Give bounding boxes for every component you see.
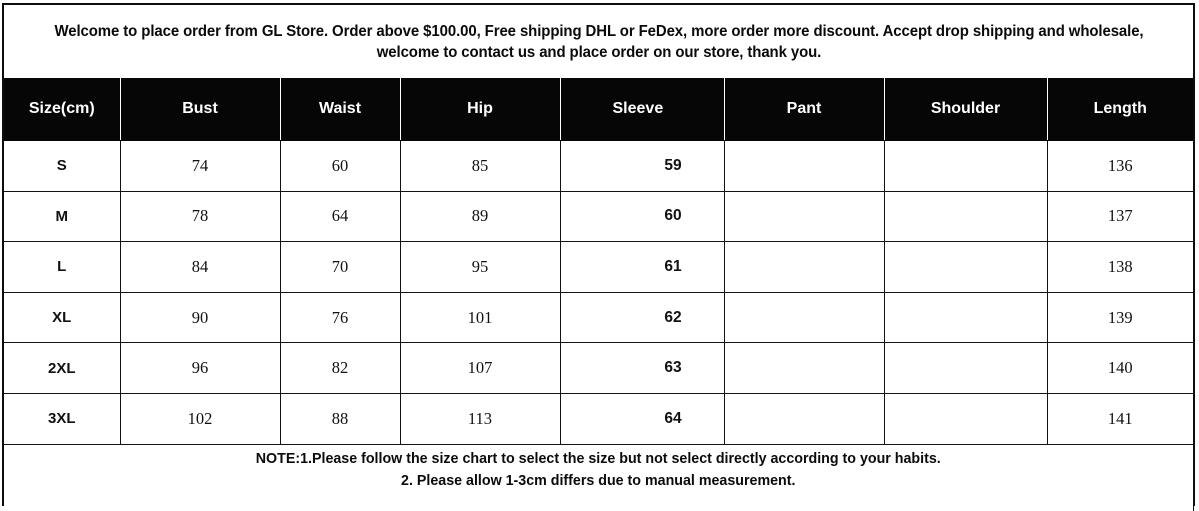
column-header-sleeve: Sleeve (560, 78, 725, 141)
cell-length: 140 (1047, 342, 1193, 394)
cell-shoulder (884, 140, 1048, 192)
cell-pant (724, 140, 885, 192)
cell-size: M (4, 191, 121, 243)
column-header-length: Length (1047, 78, 1193, 141)
cell-waist: 82 (280, 342, 401, 394)
cell-waist: 70 (280, 241, 401, 293)
note-line-2: 2. Please allow 1-3cm differs due to man… (401, 471, 796, 489)
column-header-waist: Waist (280, 78, 401, 141)
cell-size: L (4, 241, 121, 293)
cell-sleeve: 62 (560, 292, 725, 344)
cell-waist: 88 (280, 393, 401, 445)
cell-hip: 89 (400, 191, 561, 243)
cell-waist: 64 (280, 191, 401, 243)
cell-pant (724, 292, 885, 344)
column-header-shoulder: Shoulder (884, 78, 1048, 141)
cell-shoulder (884, 191, 1048, 243)
column-header-pant: Pant (724, 78, 885, 141)
cell-pant (724, 241, 885, 293)
promo-banner: Welcome to place order from GL Store. Or… (4, 5, 1193, 78)
cell-size: XL (4, 292, 121, 344)
cell-size: 2XL (4, 342, 121, 394)
table-row: L 84 70 95 61 138 (4, 241, 1193, 293)
promo-banner-text: Welcome to place order from GL Store. Or… (54, 22, 1143, 61)
cell-bust: 96 (120, 342, 281, 394)
cell-waist: 60 (280, 140, 401, 192)
notes-container: NOTE:1.Please follow the size chart to s… (4, 445, 1193, 511)
cell-bust: 78 (120, 191, 281, 243)
chart-frame: Welcome to place order from GL Store. Or… (2, 3, 1195, 511)
cell-hip: 85 (400, 140, 561, 192)
table-row: 3XL 102 88 113 64 141 (4, 393, 1193, 445)
cell-bust: 90 (120, 292, 281, 344)
cell-pant (724, 191, 885, 243)
cell-sleeve: 59 (560, 140, 725, 192)
cell-hip: 107 (400, 342, 561, 394)
cell-shoulder (884, 241, 1048, 293)
cell-sleeve: 63 (560, 342, 725, 394)
cell-hip: 95 (400, 241, 561, 293)
cell-sleeve: 61 (560, 241, 725, 293)
cell-length: 137 (1047, 191, 1193, 243)
cell-length: 139 (1047, 292, 1193, 344)
cell-shoulder (884, 292, 1048, 344)
cell-bust: 84 (120, 241, 281, 293)
cell-sleeve: 64 (560, 393, 725, 445)
table-header-row: Size(cm) Bust Waist Hip Sleeve Pant Shou… (4, 78, 1193, 141)
note-line-1: NOTE:1.Please follow the size chart to s… (255, 449, 941, 467)
table-row: M 78 64 89 60 137 (4, 191, 1193, 243)
cell-size: 3XL (4, 393, 121, 445)
table-row: XL 90 76 101 62 139 (4, 292, 1193, 344)
cell-size: S (4, 140, 121, 192)
size-chart-table: Size(cm) Bust Waist Hip Sleeve Pant Shou… (4, 78, 1194, 511)
cell-length: 138 (1047, 241, 1193, 293)
table-row: 2XL 96 82 107 63 140 (4, 342, 1193, 394)
notes-row: NOTE:1.Please follow the size chart to s… (4, 444, 1194, 511)
cell-hip: 113 (400, 393, 561, 445)
cell-shoulder (884, 393, 1048, 445)
column-header-size: Size(cm) (4, 78, 121, 141)
cell-length: 136 (1047, 140, 1193, 192)
cell-pant (724, 393, 885, 445)
notes-cell: NOTE:1.Please follow the size chart to s… (4, 444, 1194, 511)
column-header-hip: Hip (400, 78, 561, 141)
cell-length: 141 (1047, 393, 1193, 445)
cell-shoulder (884, 342, 1048, 394)
cell-pant (724, 342, 885, 394)
table-row: S 74 60 85 59 136 (4, 140, 1193, 192)
cell-bust: 74 (120, 140, 281, 192)
column-header-bust: Bust (120, 78, 281, 141)
cell-waist: 76 (280, 292, 401, 344)
cell-sleeve: 60 (560, 191, 725, 243)
cell-bust: 102 (120, 393, 281, 445)
cell-hip: 101 (400, 292, 561, 344)
